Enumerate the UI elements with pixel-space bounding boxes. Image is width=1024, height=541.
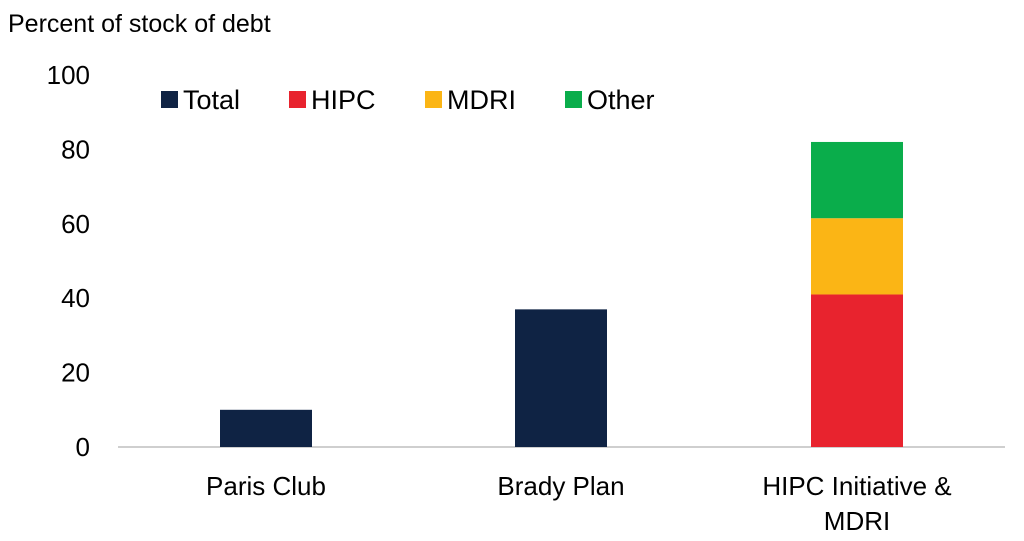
y-tick-label: 20 — [61, 358, 90, 388]
category-label: MDRI — [824, 506, 890, 536]
bar-other-2 — [811, 141, 903, 219]
legend-label-total: Total — [183, 85, 240, 115]
y-tick-label: 100 — [47, 60, 90, 90]
legend-label-other: Other — [587, 85, 655, 115]
y-tick-label: 40 — [61, 283, 90, 313]
y-tick-label: 0 — [76, 432, 90, 462]
legend: Total HIPC MDRI Other — [161, 85, 655, 115]
bar-mdri-2 — [811, 218, 903, 295]
y-axis-title: Percent of stock of debt — [8, 10, 271, 38]
bar-total-1 — [515, 309, 607, 447]
y-tick-label: 60 — [61, 209, 90, 239]
bar-total-0 — [220, 409, 312, 447]
legend-swatch-other — [565, 91, 582, 108]
legend-label-mdri: MDRI — [447, 85, 516, 115]
bars — [220, 141, 903, 447]
y-tick-label: 80 — [61, 134, 90, 164]
category-label: Paris Club — [206, 471, 326, 501]
bar-hipc-2 — [811, 294, 903, 447]
legend-swatch-hipc — [289, 91, 306, 108]
legend-swatch-total — [161, 91, 178, 108]
category-label: Brady Plan — [497, 471, 624, 501]
legend-label-hipc: HIPC — [311, 85, 376, 115]
category-label: HIPC Initiative & — [762, 471, 951, 501]
x-axis-categories: Paris Club Brady Plan HIPC Initiative & MDR… — [206, 471, 952, 536]
y-axis-ticks: 0 20 40 60 80 100 — [47, 60, 90, 462]
legend-swatch-mdri — [425, 91, 442, 108]
